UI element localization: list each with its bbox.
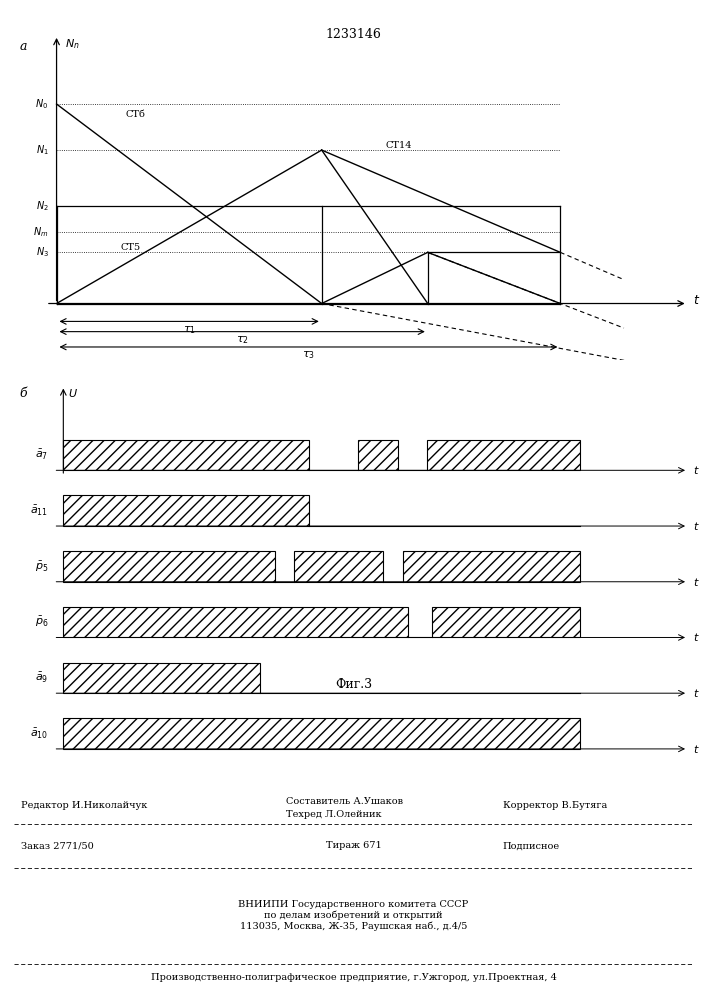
Text: Тираж 671: Тираж 671 <box>326 841 381 850</box>
Text: $t$: $t$ <box>693 294 700 307</box>
Text: a: a <box>19 40 27 53</box>
Text: Фиг.3: Фиг.3 <box>335 678 372 691</box>
Text: $N_1$: $N_1$ <box>35 143 49 157</box>
Text: $N_2$: $N_2$ <box>36 199 49 213</box>
Text: $t$: $t$ <box>693 631 699 643</box>
Text: СТб: СТб <box>126 110 146 119</box>
Text: $\tau_2$: $\tau_2$ <box>235 334 249 346</box>
Text: $N_n$: $N_n$ <box>64 38 79 51</box>
Text: ВНИИПИ Государственного комитета СССР
по делам изобретений и открытий
113035, Мо: ВНИИПИ Государственного комитета СССР по… <box>238 900 469 931</box>
Bar <box>64 551 275 582</box>
Text: $t$: $t$ <box>693 687 699 699</box>
Bar <box>64 663 260 693</box>
Text: $N_0$: $N_0$ <box>35 97 49 111</box>
Text: Корректор В.Бутяга: Корректор В.Бутяга <box>503 801 607 810</box>
Text: $\bar{a}_7$: $\bar{a}_7$ <box>35 448 49 462</box>
Text: Составитель А.Ушаков: Составитель А.Ушаков <box>286 797 402 806</box>
Bar <box>358 440 398 470</box>
Text: $U$: $U$ <box>69 387 78 399</box>
Text: $\tau_1$: $\tau_1$ <box>182 324 196 336</box>
Text: $t$: $t$ <box>693 464 699 476</box>
Text: Техред Л.Олейник: Техред Л.Олейник <box>286 810 381 819</box>
Text: $N_m$: $N_m$ <box>33 225 49 239</box>
Text: Подписное: Подписное <box>503 841 560 850</box>
Text: Производственно-полиграфическое предприятие, г.Ужгород, ул.Проектная, 4: Производственно-полиграфическое предприя… <box>151 973 556 982</box>
Text: 1233146: 1233146 <box>325 28 382 41</box>
Text: Редактор И.Николайчук: Редактор И.Николайчук <box>21 801 147 810</box>
Bar <box>64 718 580 749</box>
Text: $\bar{a}_{10}$: $\bar{a}_{10}$ <box>30 727 49 741</box>
Text: б: б <box>19 387 27 400</box>
Bar <box>295 551 383 582</box>
Text: $N_3$: $N_3$ <box>35 245 49 259</box>
Text: СТ14: СТ14 <box>385 141 411 150</box>
Text: $t$: $t$ <box>693 743 699 755</box>
Bar <box>403 551 580 582</box>
Text: $t$: $t$ <box>693 576 699 588</box>
Bar <box>64 495 309 526</box>
Text: $\tau_3$: $\tau_3$ <box>302 350 315 361</box>
Text: Заказ 2771/50: Заказ 2771/50 <box>21 841 93 850</box>
Text: $\bar{p}_5$: $\bar{p}_5$ <box>35 559 49 574</box>
Text: $\bar{a}_9$: $\bar{a}_9$ <box>35 671 49 685</box>
Text: $t$: $t$ <box>693 520 699 532</box>
Bar <box>64 440 309 470</box>
Text: $\bar{p}_6$: $\bar{p}_6$ <box>35 615 49 629</box>
Bar <box>427 440 580 470</box>
Bar <box>432 607 580 637</box>
Text: $\bar{a}_{11}$: $\bar{a}_{11}$ <box>30 504 49 518</box>
Text: СТ5: СТ5 <box>120 243 140 252</box>
Bar <box>64 607 408 637</box>
